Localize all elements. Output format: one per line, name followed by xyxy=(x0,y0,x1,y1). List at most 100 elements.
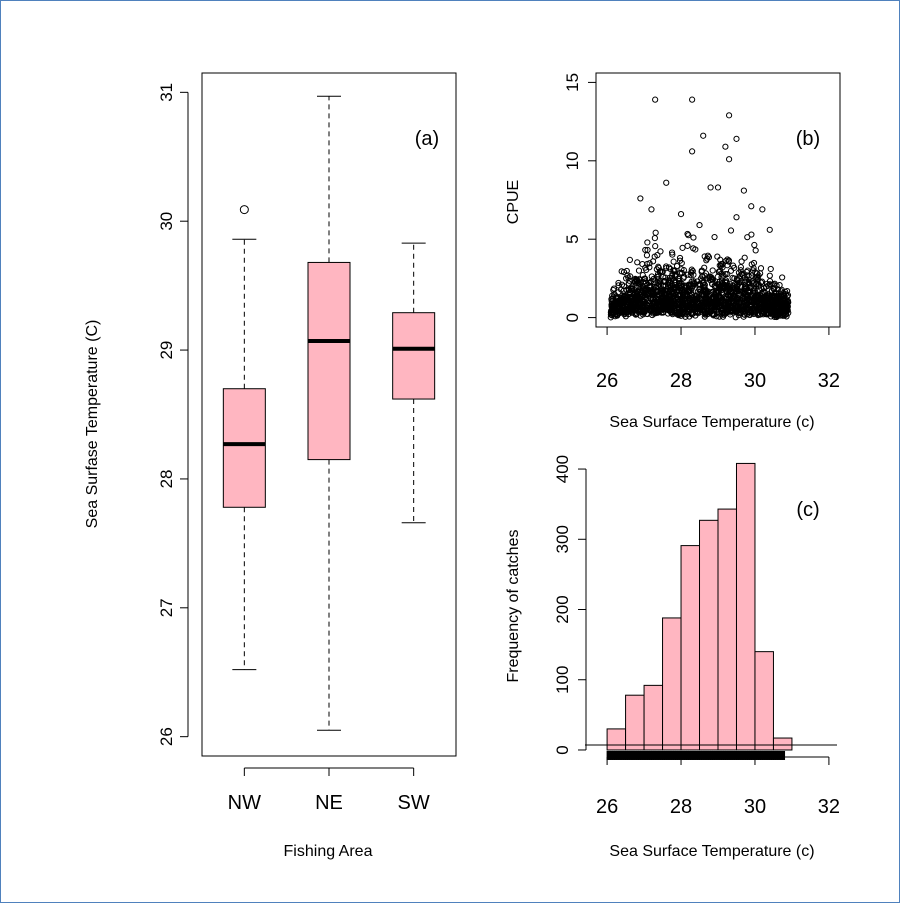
data-point xyxy=(643,266,650,273)
y-tick-label: 300 xyxy=(553,525,572,553)
data-point xyxy=(726,280,733,287)
data-point xyxy=(780,292,787,299)
data-point xyxy=(727,227,735,234)
data-point xyxy=(729,299,737,307)
x-axis-title: Sea Surface Temperature (c) xyxy=(609,843,814,860)
box-sw xyxy=(392,242,436,524)
box-body xyxy=(392,312,436,400)
boxes xyxy=(222,95,436,731)
data-point xyxy=(689,148,696,155)
data-point xyxy=(672,272,679,279)
data-point xyxy=(759,206,766,213)
data-point xyxy=(710,310,717,317)
data-point xyxy=(615,297,622,304)
data-point xyxy=(689,96,696,103)
data-point xyxy=(748,203,755,210)
x-tick-label: 32 xyxy=(818,370,840,392)
y-tick-label: 28 xyxy=(157,469,176,488)
data-point xyxy=(784,307,791,314)
x-axis-title: Sea Surface Temperature (c) xyxy=(609,414,814,431)
data-point xyxy=(719,283,726,290)
data-point xyxy=(703,257,710,264)
data-point xyxy=(716,268,723,275)
data-point xyxy=(652,229,659,236)
data-point xyxy=(643,252,651,259)
x-tick-label: NW xyxy=(228,792,261,814)
data-point xyxy=(698,291,705,298)
x-tick-label: NE xyxy=(315,792,343,814)
data-point xyxy=(770,281,777,288)
data-point xyxy=(639,283,646,290)
histogram-bar xyxy=(680,545,701,751)
x-tick-label: 30 xyxy=(744,796,766,818)
data-point xyxy=(677,269,684,276)
data-point xyxy=(751,241,758,249)
data-point xyxy=(752,247,759,254)
data-point xyxy=(644,246,651,254)
x-tick-label: SW xyxy=(398,792,430,814)
data-point xyxy=(625,280,633,287)
y-tick-label: 400 xyxy=(553,455,572,483)
box-body xyxy=(307,261,351,461)
data-point xyxy=(725,112,733,119)
data-point xyxy=(669,274,676,281)
box-ne xyxy=(307,95,351,731)
data-point xyxy=(668,302,676,310)
data-point xyxy=(737,264,745,271)
y-axis: 26 27 28 29 30 31 xyxy=(157,83,189,746)
data-point xyxy=(733,281,741,288)
data-point xyxy=(652,243,659,250)
data-point xyxy=(714,184,722,191)
data-point xyxy=(741,254,748,261)
data-point xyxy=(634,259,641,266)
data-point xyxy=(773,313,780,321)
data-point xyxy=(673,279,680,286)
data-point xyxy=(735,287,742,294)
data-point xyxy=(728,290,736,297)
data-point xyxy=(740,187,747,194)
data-point xyxy=(763,283,770,290)
scatter-panel: 0 5 10 15 26 28 30 32 (b) Sea Surface Temperat… xyxy=(505,72,841,431)
data-point xyxy=(740,311,748,318)
data-point xyxy=(619,309,626,316)
data-point xyxy=(675,304,682,311)
x-tick-label: 26 xyxy=(596,796,618,818)
data-point xyxy=(744,234,751,241)
data-point xyxy=(649,258,657,265)
data-point xyxy=(730,262,737,269)
data-point xyxy=(654,252,661,259)
data-point xyxy=(652,295,659,302)
data-point xyxy=(743,268,750,276)
data-point xyxy=(629,309,636,316)
data-point xyxy=(652,304,659,312)
data-point xyxy=(785,299,792,306)
data-point xyxy=(753,303,760,310)
data-point xyxy=(671,289,678,297)
data-point xyxy=(784,303,791,310)
data-point xyxy=(633,305,640,312)
data-point xyxy=(709,267,716,274)
data-point xyxy=(712,293,719,300)
data-point xyxy=(625,287,633,294)
data-point xyxy=(620,293,627,301)
data-point xyxy=(626,256,633,263)
rug xyxy=(606,750,786,760)
data-point xyxy=(779,274,786,281)
data-point xyxy=(658,287,665,294)
data-point xyxy=(717,267,724,274)
data-point xyxy=(701,284,708,291)
data-point xyxy=(706,273,713,281)
data-point xyxy=(700,132,707,139)
data-point xyxy=(682,295,689,303)
data-point xyxy=(725,156,733,163)
histogram-bar xyxy=(625,694,645,751)
data-point xyxy=(733,135,740,142)
data-point xyxy=(706,293,713,300)
y-tick-label: 30 xyxy=(157,212,176,231)
y-tick-label: 26 xyxy=(157,727,176,746)
data-point xyxy=(657,248,664,255)
data-point xyxy=(732,304,739,311)
x-tick-label: 30 xyxy=(744,370,766,392)
data-point xyxy=(695,304,702,311)
y-axis: 0 100 200 300 400 xyxy=(553,455,587,755)
